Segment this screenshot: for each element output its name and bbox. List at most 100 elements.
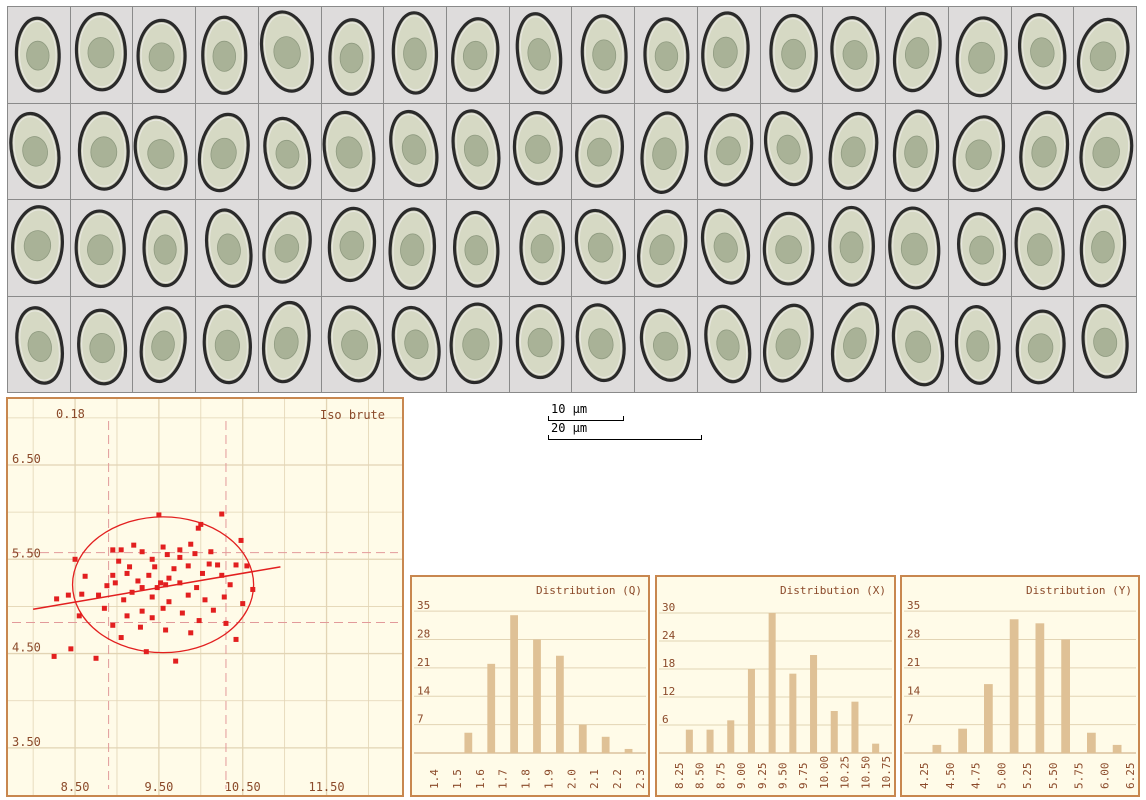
x-tick-label: 8.75 bbox=[714, 763, 727, 790]
spore-image bbox=[948, 103, 1011, 199]
histogram-x-panel: 6 12 18 24 30 8.25 8.50 8.75 9.00 9.25 9.50 9.75 10.… bbox=[655, 575, 896, 797]
histogram-bar bbox=[851, 701, 859, 753]
histogram-bar bbox=[706, 729, 714, 753]
scatter-point bbox=[173, 658, 179, 664]
scatter-point bbox=[199, 570, 205, 576]
y-tick-label: 7 bbox=[907, 713, 914, 726]
y-tick-label: 18 bbox=[662, 657, 675, 670]
spore-image bbox=[321, 7, 384, 103]
confidence-ellipse bbox=[71, 516, 255, 654]
scatter-point bbox=[206, 561, 212, 567]
scatter-point bbox=[185, 563, 191, 569]
y-tick-label: 35 bbox=[907, 599, 920, 612]
spore-image bbox=[572, 7, 635, 103]
spore-image bbox=[1074, 200, 1136, 296]
scatter-point bbox=[221, 594, 227, 600]
x-tick-label: 10.50 bbox=[225, 780, 261, 794]
histogram-y: 7 14 21 28 35 4.25 4.50 4.75 5.00 5.25 5.50 5.75 6.0… bbox=[904, 584, 1137, 789]
scatter-point bbox=[244, 563, 250, 569]
scatter-point bbox=[194, 585, 200, 591]
spore-image bbox=[697, 103, 760, 199]
spore-image bbox=[509, 103, 572, 199]
histogram-bar bbox=[1035, 623, 1045, 753]
scatter-point bbox=[177, 554, 183, 560]
spore-image bbox=[321, 103, 384, 199]
x-tick-label: 9.50 bbox=[144, 780, 173, 794]
y-tick-label: 28 bbox=[417, 628, 430, 641]
spore-image bbox=[1074, 103, 1136, 199]
histogram-bar bbox=[555, 655, 564, 753]
x-tick-label: 2.3 bbox=[634, 769, 647, 789]
histogram-bar bbox=[830, 711, 838, 753]
histogram-body: 7 14 21 28 35 1.4 1.5 1.6 1.7 1.8 1.9 2.0 2.1 2.2 2.3 bbox=[414, 599, 647, 789]
spore-image bbox=[258, 200, 321, 296]
scatter-point bbox=[96, 592, 102, 598]
scale-bar-10um-label: 10 µm bbox=[551, 402, 588, 416]
scatter-point bbox=[149, 556, 155, 562]
histogram-bar bbox=[768, 613, 776, 753]
spore-image bbox=[1011, 103, 1074, 199]
spore-image bbox=[1011, 7, 1074, 103]
scatter-point bbox=[166, 575, 172, 581]
scatter-point bbox=[139, 608, 145, 614]
spore-image bbox=[133, 200, 196, 296]
y-tick-label: 14 bbox=[907, 684, 921, 697]
scatter-point bbox=[124, 613, 130, 619]
scatter-point bbox=[124, 570, 130, 576]
histogram-body: 7 14 21 28 35 4.25 4.50 4.75 5.00 5.25 5.50 5.75 6.0… bbox=[904, 599, 1137, 789]
x-tick-label: 1.8 bbox=[520, 769, 533, 789]
spore-image bbox=[258, 103, 321, 199]
scatter-point bbox=[72, 556, 78, 562]
spore-image bbox=[948, 296, 1011, 392]
scatter-point bbox=[195, 525, 201, 531]
spore-image bbox=[8, 7, 70, 103]
scatter-point bbox=[93, 655, 99, 661]
spore-image bbox=[697, 296, 760, 392]
scatter-point bbox=[129, 589, 135, 595]
histogram-bar bbox=[487, 663, 496, 753]
spore-image bbox=[196, 7, 258, 103]
histogram-q-panel: 7 14 21 28 35 1.4 1.5 1.6 1.7 1.8 1.9 2.0 2.1 2.2 2.3 … bbox=[410, 575, 650, 797]
scatter-point bbox=[110, 572, 116, 578]
scatter-point bbox=[166, 599, 172, 605]
spore-image bbox=[1074, 7, 1136, 103]
spore-image bbox=[196, 296, 258, 392]
scatter-point bbox=[139, 549, 145, 555]
spore-image bbox=[8, 103, 70, 199]
histogram-bar bbox=[533, 639, 541, 753]
x-tick-label: 8.25 bbox=[673, 763, 686, 790]
histogram-y-title: Distribution (Y) bbox=[1026, 584, 1132, 597]
scatter-point bbox=[143, 649, 149, 655]
spore-image bbox=[760, 7, 823, 103]
histogram-bar bbox=[1061, 639, 1071, 753]
x-tick-label: 8.50 bbox=[694, 763, 707, 790]
scatter-point bbox=[192, 551, 198, 557]
y-tick-label: 21 bbox=[417, 656, 430, 669]
scale-bar-10um bbox=[548, 416, 624, 421]
scatter-point bbox=[163, 627, 169, 633]
spore-image bbox=[572, 200, 635, 296]
spore-image bbox=[447, 296, 509, 392]
scatter-point bbox=[51, 653, 57, 659]
scatter-point bbox=[219, 572, 225, 578]
spore-image bbox=[760, 103, 823, 199]
histogram-bar bbox=[464, 732, 473, 753]
histogram-x: 6 12 18 24 30 8.25 8.50 8.75 9.00 9.25 9.50 9.75 10.… bbox=[659, 584, 893, 790]
spore-image bbox=[886, 103, 948, 199]
x-tick-label: 6.25 bbox=[1124, 763, 1137, 790]
y-tick-label: 24 bbox=[662, 629, 676, 642]
spore-image bbox=[572, 296, 635, 392]
scatter-point bbox=[137, 624, 143, 630]
x-tick-label: 6.00 bbox=[1098, 763, 1111, 790]
y-tick-label: 6.50 bbox=[12, 452, 41, 466]
x-tick-label: 4.75 bbox=[970, 763, 983, 790]
spore-image bbox=[635, 296, 697, 392]
y-tick-label: 21 bbox=[907, 656, 920, 669]
scatter-point bbox=[171, 566, 177, 572]
scatter-point bbox=[164, 552, 170, 558]
scatter-point bbox=[179, 610, 185, 616]
histogram-bar bbox=[601, 736, 610, 753]
spore-image bbox=[948, 200, 1011, 296]
spore-image bbox=[70, 7, 133, 103]
y-tick-label: 3.50 bbox=[12, 735, 41, 749]
